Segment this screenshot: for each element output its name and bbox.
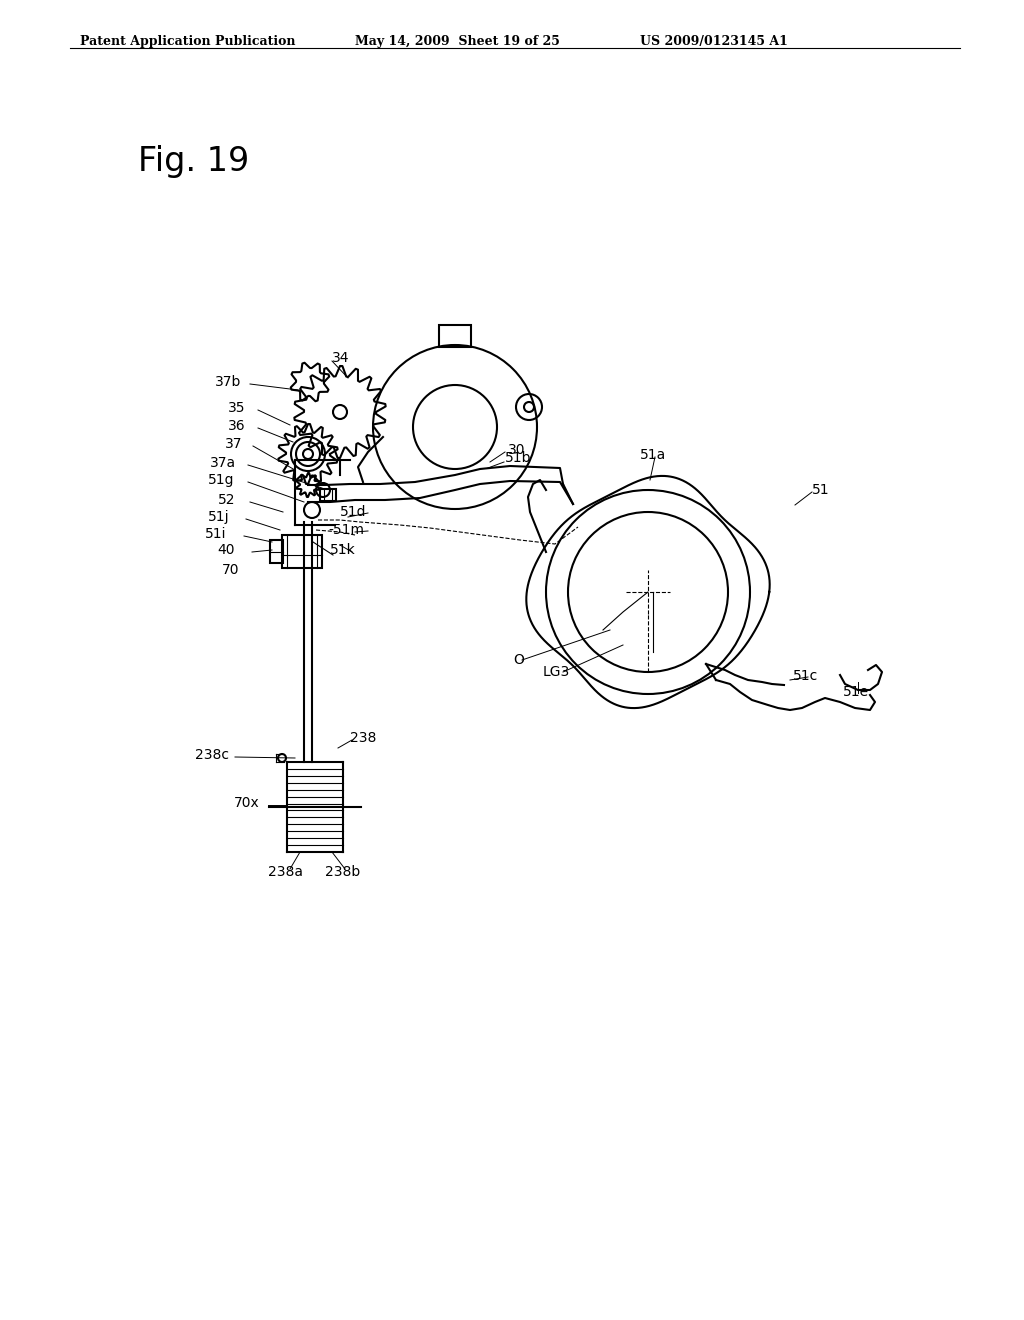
Text: 36: 36 (228, 418, 246, 433)
Text: 30: 30 (508, 444, 525, 457)
Text: LG3: LG3 (543, 665, 570, 678)
Text: 51b: 51b (505, 451, 531, 465)
Text: 34: 34 (332, 351, 349, 366)
Text: 51g: 51g (208, 473, 234, 487)
Text: 51e: 51e (843, 685, 869, 700)
Text: 51: 51 (812, 483, 829, 498)
Text: 70x: 70x (234, 796, 260, 810)
Text: -51m: -51m (328, 523, 364, 537)
Text: US 2009/0123145 A1: US 2009/0123145 A1 (640, 36, 787, 48)
Bar (319, 488, 336, 502)
Text: 51d: 51d (340, 506, 367, 519)
Text: 238c: 238c (195, 748, 229, 762)
Bar (270, 540, 283, 564)
Text: 40: 40 (217, 543, 234, 557)
Text: 70: 70 (222, 564, 240, 577)
Text: May 14, 2009  Sheet 19 of 25: May 14, 2009 Sheet 19 of 25 (355, 36, 560, 48)
Text: 52: 52 (218, 492, 236, 507)
Text: 37: 37 (225, 437, 243, 451)
Text: 37b: 37b (215, 375, 242, 389)
Bar (282, 535, 322, 568)
Text: 238: 238 (350, 731, 377, 744)
Text: 51a: 51a (640, 447, 667, 462)
Bar (439, 325, 471, 347)
Text: O: O (513, 653, 524, 667)
Text: 51i: 51i (205, 527, 226, 541)
Text: Patent Application Publication: Patent Application Publication (80, 36, 296, 48)
Text: 238b: 238b (325, 865, 360, 879)
Text: 51j: 51j (208, 510, 229, 524)
Text: 51c: 51c (793, 669, 818, 682)
Text: Fig. 19: Fig. 19 (138, 145, 249, 178)
Text: 51k: 51k (330, 543, 355, 557)
Text: 238a: 238a (268, 865, 303, 879)
Text: 35: 35 (228, 401, 246, 414)
Text: 37a: 37a (210, 455, 237, 470)
